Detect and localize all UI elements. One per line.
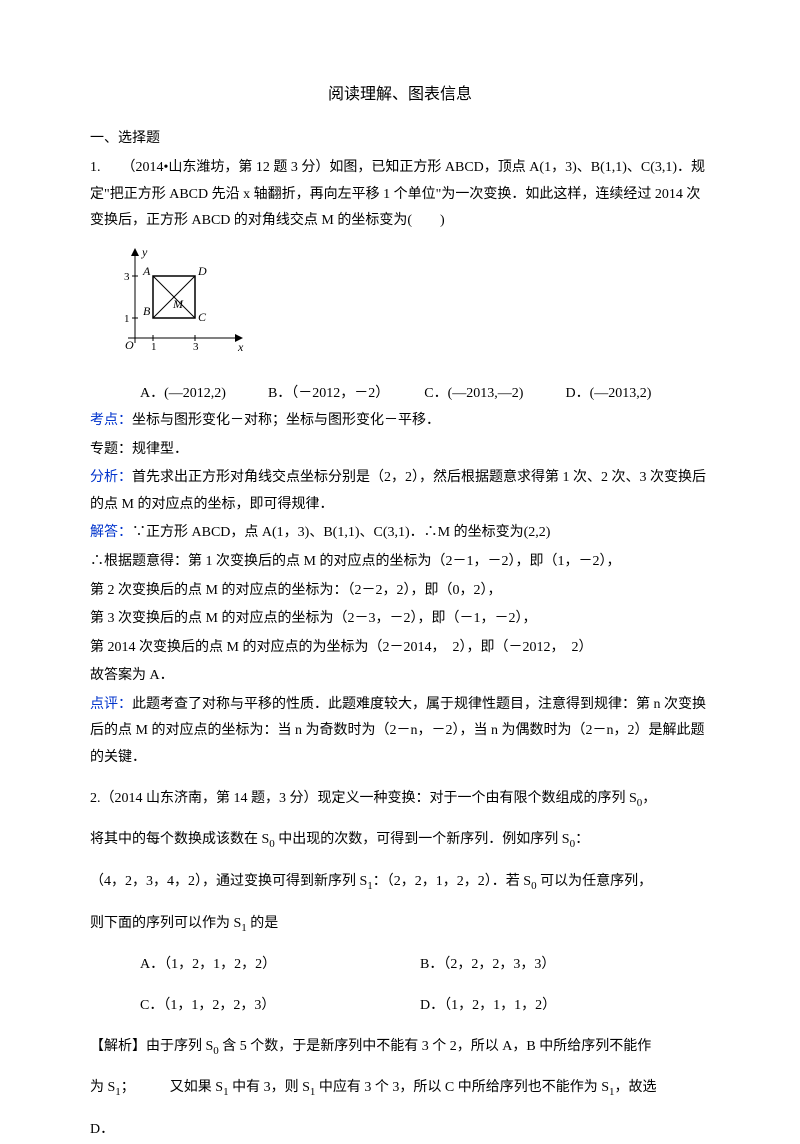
- q1-choice-b: B．（－2012，－2）: [268, 386, 382, 401]
- q2-intro-4: 则下面的序列可以作为 S1 的是: [90, 911, 710, 939]
- svg-text:y: y: [141, 245, 148, 259]
- q2-choice-d: D．（1，2，1，1，2）: [420, 993, 556, 1020]
- svg-text:3: 3: [193, 341, 199, 353]
- q1-jieda-2: ∴根据题意得：第 1 次变换后的点 M 的对应点的坐标为（2－1，－2），即（1…: [90, 549, 710, 576]
- q1-jieda-4: 第 3 次变换后的点 M 的对应点的坐标为（2－3，－2），即（－1，－2），: [90, 606, 710, 633]
- q1-choice-a: A．(—2012,2): [140, 386, 226, 401]
- q2-choice-a: A．（1，2，1，2，2）: [140, 952, 420, 979]
- q2-jiexi-1: 【解析】由于序列 S0 含 5 个数，于是新序列中不能有 3 个 2，所以 A，…: [90, 1034, 710, 1062]
- q2-jiexi-2: 为 S1； 又如果 S1 中有 3，则 S1 中应有 3 个 3，所以 C 中所…: [90, 1075, 710, 1103]
- svg-text:1: 1: [151, 341, 157, 353]
- svg-text:1: 1: [124, 313, 130, 325]
- q2-intro-1: 2.（2014 山东济南，第 14 题，3 分）现定义一种变换：对于一个由有限个…: [90, 786, 710, 814]
- q1-jieda-6: 故答案为 A．: [90, 663, 710, 690]
- svg-text:B: B: [143, 304, 151, 318]
- q2-choice-c: C．（1，1，2，2，3）: [140, 993, 420, 1020]
- svg-text:A: A: [142, 264, 151, 278]
- q1-dianping: 点评：此题考查了对称与平移的性质．此题难度较大，属于规律性题目，注意得到规律：第…: [90, 692, 710, 772]
- q1-choice-d: D．(—2013,2): [565, 386, 651, 401]
- section-heading: 一、选择题: [90, 126, 710, 153]
- q1-jieda: 解答：∵正方形 ABCD，点 A(1，3)、B(1,1)、C(3,1)．∴M 的…: [90, 520, 710, 547]
- svg-text:C: C: [198, 310, 207, 324]
- q1-choice-c: C．(—2013,—2): [424, 386, 523, 401]
- q1-fenxi: 分析：首先求出正方形对角线交点坐标分别是（2，2），然后根据题意求得第 1 次、…: [90, 465, 710, 518]
- q1-zhuanti: 专题：规律型．: [90, 437, 710, 464]
- q1-jieda-5: 第 2014 次变换后的点 M 的对应点的为坐标为（2－2014， 2），即（－…: [90, 635, 710, 662]
- coordinate-figure: y x O A D B C M 1 3 1 3: [110, 243, 710, 374]
- q1-intro: 1. （2014•山东潍坊，第 12 题 3 分）如图，已知正方形 ABCD，顶…: [90, 155, 710, 235]
- q2-jiexi-3: D．: [90, 1117, 710, 1144]
- svg-text:M: M: [172, 297, 184, 311]
- q1-choices: A．(—2012,2) B．（－2012，－2） C．(—2013,—2) D．…: [90, 381, 710, 408]
- svg-text:O: O: [125, 338, 134, 352]
- q2-intro-2: 将其中的每个数换成该数在 S0 中出现的次数，可得到一个新序列．例如序列 S0：: [90, 827, 710, 855]
- q2-choices-row1: A．（1，2，1，2，2） B．（2，2，2，3，3）: [90, 952, 710, 979]
- q2-choices-row2: C．（1，1，2，2，3） D．（1，2，1，1，2）: [90, 993, 710, 1020]
- q2-intro-3: （4，2，3，4，2），通过变换可得到新序列 S1：（2，2，1，2，2）．若 …: [90, 869, 710, 897]
- svg-text:3: 3: [124, 271, 130, 283]
- q1-kaodian: 考点：坐标与图形变化－对称；坐标与图形变化－平移．: [90, 408, 710, 435]
- svg-text:D: D: [197, 264, 207, 278]
- svg-text:x: x: [237, 340, 244, 354]
- q1-jieda-3: 第 2 次变换后的点 M 的对应点的坐标为：（2－2，2），即（0，2），: [90, 578, 710, 605]
- page-title: 阅读理解、图表信息: [90, 80, 710, 110]
- q2-choice-b: B．（2，2，2，3，3）: [420, 952, 555, 979]
